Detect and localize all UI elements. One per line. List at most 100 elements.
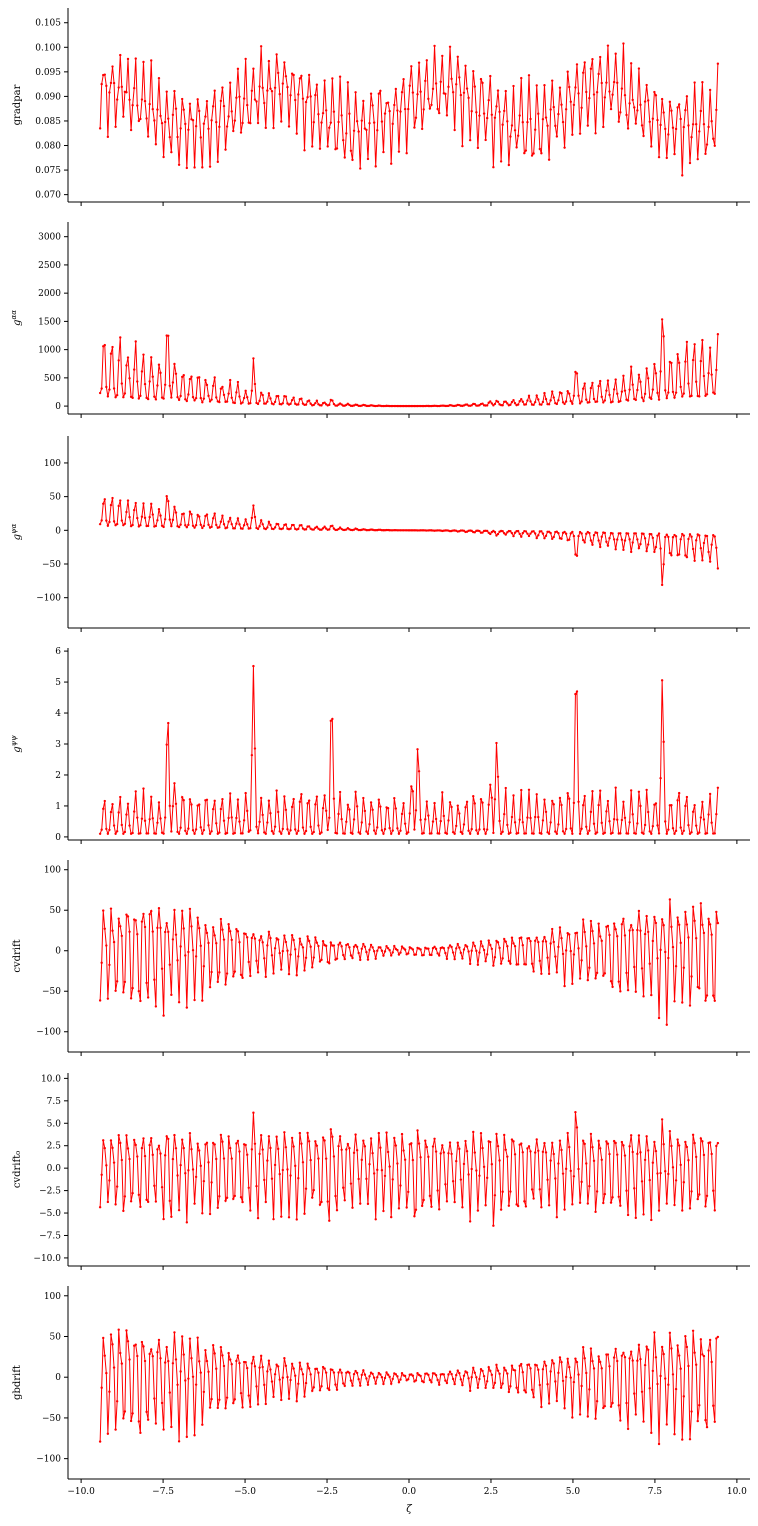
- data-point: [643, 1158, 647, 1162]
- data-point: [140, 1340, 144, 1344]
- data-point: [650, 533, 653, 536]
- data-point: [355, 120, 359, 123]
- data-point: [420, 1204, 424, 1208]
- data-point: [581, 1139, 585, 1143]
- data-point: [504, 533, 507, 536]
- data-point: [693, 1351, 696, 1354]
- data-point: [679, 826, 682, 829]
- data-point: [103, 73, 106, 76]
- data-point: [108, 520, 111, 524]
- data-point: [244, 932, 247, 936]
- data-point: [194, 125, 198, 128]
- data-point: [383, 1376, 387, 1380]
- data-point: [575, 690, 579, 693]
- data-point: [252, 933, 255, 936]
- data-point: [174, 511, 178, 514]
- data-point: [499, 1208, 503, 1211]
- data-point: [103, 1146, 106, 1150]
- data-point: [659, 776, 662, 780]
- data-point: [112, 824, 116, 827]
- data-point: [481, 402, 484, 405]
- data-point: [626, 532, 630, 535]
- data-point: [275, 1363, 278, 1366]
- data-point: [698, 1193, 701, 1196]
- data-point: [120, 1158, 124, 1162]
- data-point: [516, 831, 520, 835]
- data-point: [156, 821, 159, 825]
- data-point: [140, 370, 144, 373]
- data-point: [379, 805, 382, 808]
- data-point: [332, 402, 336, 406]
- data-point: [156, 519, 159, 522]
- data-point: [207, 394, 210, 398]
- data-point: [616, 81, 619, 85]
- data-point: [569, 399, 572, 403]
- data-point: [300, 1368, 303, 1371]
- data-point: [617, 1404, 620, 1407]
- data-point: [422, 953, 425, 957]
- data-point: [470, 404, 473, 407]
- data-point: [671, 390, 675, 394]
- data-point: [168, 804, 171, 808]
- data-point: [273, 947, 277, 950]
- data-point: [485, 953, 489, 956]
- data-point: [126, 57, 130, 61]
- data-point: [419, 818, 422, 822]
- data-point: [227, 1351, 230, 1355]
- data-point: [622, 1351, 625, 1355]
- data-point: [453, 832, 456, 835]
- data-point: [664, 1377, 667, 1380]
- data-point: [298, 1131, 302, 1135]
- data-point: [702, 123, 706, 126]
- data-point: [470, 1167, 473, 1171]
- data-point: [236, 517, 240, 520]
- data-point: [120, 382, 124, 385]
- data-point: [701, 559, 704, 562]
- data-point: [193, 399, 196, 402]
- data-point: [685, 1145, 689, 1149]
- data-point: [108, 1390, 111, 1393]
- y-tick-label: 6: [55, 647, 61, 657]
- data-point: [653, 362, 656, 366]
- data-point: [676, 106, 679, 109]
- data-point: [179, 127, 182, 130]
- data-point: [560, 1360, 563, 1364]
- data-point: [221, 1354, 224, 1357]
- data-point: [626, 988, 630, 992]
- data-point: [235, 1142, 238, 1145]
- data-point: [405, 832, 408, 835]
- data-point: [588, 966, 591, 969]
- data-point: [487, 939, 490, 942]
- data-point: [244, 1360, 247, 1364]
- data-point: [238, 523, 241, 526]
- data-point: [208, 832, 212, 835]
- data-point: [712, 1404, 715, 1407]
- data-point: [100, 519, 103, 522]
- data-point: [557, 1371, 560, 1375]
- data-point: [148, 380, 151, 383]
- data-point: [139, 1431, 142, 1435]
- data-point: [554, 830, 557, 833]
- data-point: [447, 85, 450, 89]
- data-point: [357, 130, 360, 133]
- data-point: [162, 1014, 165, 1017]
- data-point: [504, 400, 507, 403]
- data-point: [614, 928, 617, 931]
- data-point: [211, 1141, 215, 1145]
- data-point: [710, 933, 713, 936]
- data-point: [174, 1358, 178, 1361]
- y-tick-label: 0.095: [35, 68, 61, 78]
- data-point: [561, 401, 565, 404]
- data-point: [693, 559, 696, 563]
- data-point: [357, 831, 360, 834]
- data-point: [123, 830, 127, 834]
- data-point: [571, 1416, 574, 1419]
- data-point: [276, 523, 280, 526]
- data-point: [236, 1354, 240, 1357]
- data-point: [547, 832, 551, 835]
- data-point: [312, 528, 315, 531]
- data-point: [338, 790, 342, 794]
- data-point: [501, 404, 504, 407]
- data-point: [640, 1180, 644, 1183]
